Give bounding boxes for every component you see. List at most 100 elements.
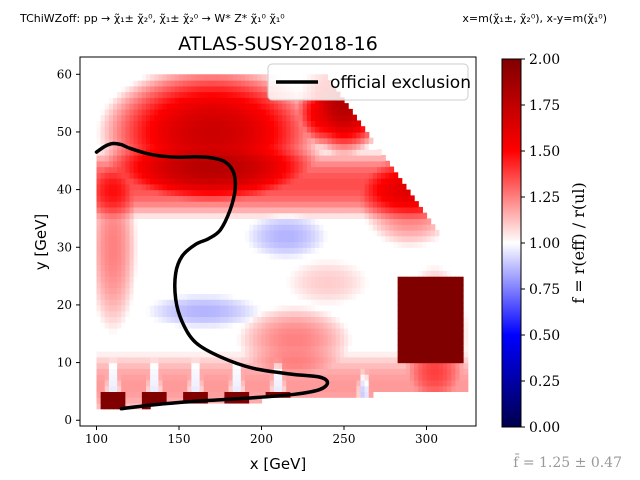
- heatmap-cell: [269, 374, 275, 381]
- heatmap-cell: [273, 270, 279, 277]
- heatmap-cell: [348, 356, 353, 364]
- heatmap-cell: [352, 322, 357, 329]
- heatmap-cell: [108, 97, 114, 104]
- heatmap-cell: [344, 379, 349, 387]
- heatmap-cell: [339, 137, 345, 145]
- heatmap-cell: [113, 402, 118, 410]
- heatmap-cell: [434, 310, 440, 318]
- heatmap-cell: [212, 229, 217, 237]
- heatmap-cell: [377, 270, 382, 277]
- heatmap-cell: [104, 74, 110, 81]
- heatmap-cell: [290, 172, 296, 179]
- heatmap-cell: [187, 85, 192, 93]
- heatmap-cell: [315, 299, 320, 306]
- heatmap-cell: [306, 97, 312, 104]
- heatmap-cell: [245, 183, 250, 191]
- heatmap-cell: [154, 212, 159, 220]
- heatmap-cell: [170, 241, 176, 248]
- heatmap-cell: [179, 310, 184, 318]
- heatmap-cell: [212, 201, 217, 208]
- heatmap-cell: [352, 351, 357, 358]
- heatmap-cell: [315, 131, 320, 139]
- heatmap-cell: [236, 229, 242, 237]
- heatmap-cell: [232, 97, 238, 104]
- y-tick-label: 60: [57, 67, 72, 81]
- heatmap-cell: [372, 241, 378, 248]
- heatmap-cell: [377, 345, 382, 352]
- heatmap-cell: [302, 103, 308, 110]
- heatmap-cell: [224, 235, 230, 243]
- heatmap-cell: [430, 258, 436, 266]
- heatmap-cell: [331, 126, 337, 133]
- heatmap-cell: [273, 374, 279, 381]
- heatmap-cell: [191, 362, 197, 369]
- heatmap-cell: [203, 270, 209, 277]
- heatmap-cell: [385, 345, 390, 352]
- heatmap-cell: [401, 247, 407, 254]
- heatmap-cell: [339, 374, 345, 381]
- heatmap-cell: [319, 195, 324, 202]
- heatmap-cell: [348, 108, 353, 116]
- heatmap-cell: [228, 80, 234, 87]
- heatmap-cell: [129, 160, 135, 168]
- heatmap-cell: [162, 287, 168, 294]
- heatmap-cell: [422, 264, 428, 271]
- heatmap-cell: [125, 345, 131, 352]
- heatmap-cell: [133, 351, 139, 358]
- heatmap-cell: [203, 137, 209, 145]
- heatmap-cell: [438, 322, 444, 329]
- heatmap-cell: [183, 201, 188, 208]
- heatmap-cell: [166, 397, 172, 404]
- heatmap-cell: [146, 218, 151, 225]
- heatmap-cell: [377, 229, 382, 237]
- heatmap-cell: [360, 160, 366, 168]
- heatmap-cell: [170, 131, 176, 139]
- heatmap-cell: [212, 293, 217, 300]
- heatmap-cell: [430, 327, 436, 335]
- heatmap-cell: [137, 385, 143, 393]
- heatmap-cell: [385, 327, 390, 335]
- heatmap-cell: [331, 201, 337, 208]
- heatmap-cell: [311, 287, 316, 294]
- heatmap-cell: [319, 149, 324, 156]
- heatmap-cell: [179, 397, 184, 404]
- heatmap-cell: [108, 253, 114, 260]
- heatmap-cell: [133, 316, 139, 323]
- heatmap-cell: [212, 339, 217, 346]
- heatmap-cell: [381, 322, 386, 329]
- heatmap-cell: [282, 201, 287, 208]
- heatmap-cell: [364, 287, 370, 294]
- heatmap-cell: [253, 120, 258, 127]
- heatmap-cell: [286, 281, 291, 289]
- heatmap-cell: [125, 304, 131, 312]
- heatmap-cell: [422, 322, 428, 329]
- heatmap-cell: [327, 247, 333, 254]
- heatmap-cell: [339, 362, 345, 369]
- heatmap-cell: [269, 114, 275, 122]
- heatmap-cell: [405, 293, 411, 300]
- heatmap-cell: [298, 97, 304, 104]
- heatmap-cell: [232, 379, 238, 387]
- heatmap-cell: [154, 143, 159, 150]
- heatmap-cell: [339, 160, 345, 168]
- heatmap-cell: [426, 270, 432, 277]
- heatmap-cell: [187, 160, 192, 168]
- heatmap-cell: [150, 379, 155, 387]
- heatmap-cell: [265, 304, 271, 312]
- heatmap-cell: [108, 172, 114, 179]
- heatmap-cell: [240, 178, 246, 185]
- heatmap-cell: [344, 391, 349, 398]
- heatmap-cell: [232, 391, 238, 398]
- heatmap-cell: [195, 345, 201, 352]
- heatmap-cell: [141, 391, 147, 398]
- heatmap-cell: [290, 97, 296, 104]
- heatmap-cell: [232, 333, 238, 341]
- heatmap-cell: [220, 322, 225, 329]
- heatmap-cell: [240, 304, 246, 312]
- heatmap-cell: [290, 229, 296, 237]
- heatmap-cell: [302, 108, 308, 116]
- heatmap-cell: [199, 212, 205, 220]
- heatmap-cell: [232, 276, 238, 283]
- heatmap-cell: [401, 327, 407, 335]
- heatmap-cell: [393, 178, 399, 185]
